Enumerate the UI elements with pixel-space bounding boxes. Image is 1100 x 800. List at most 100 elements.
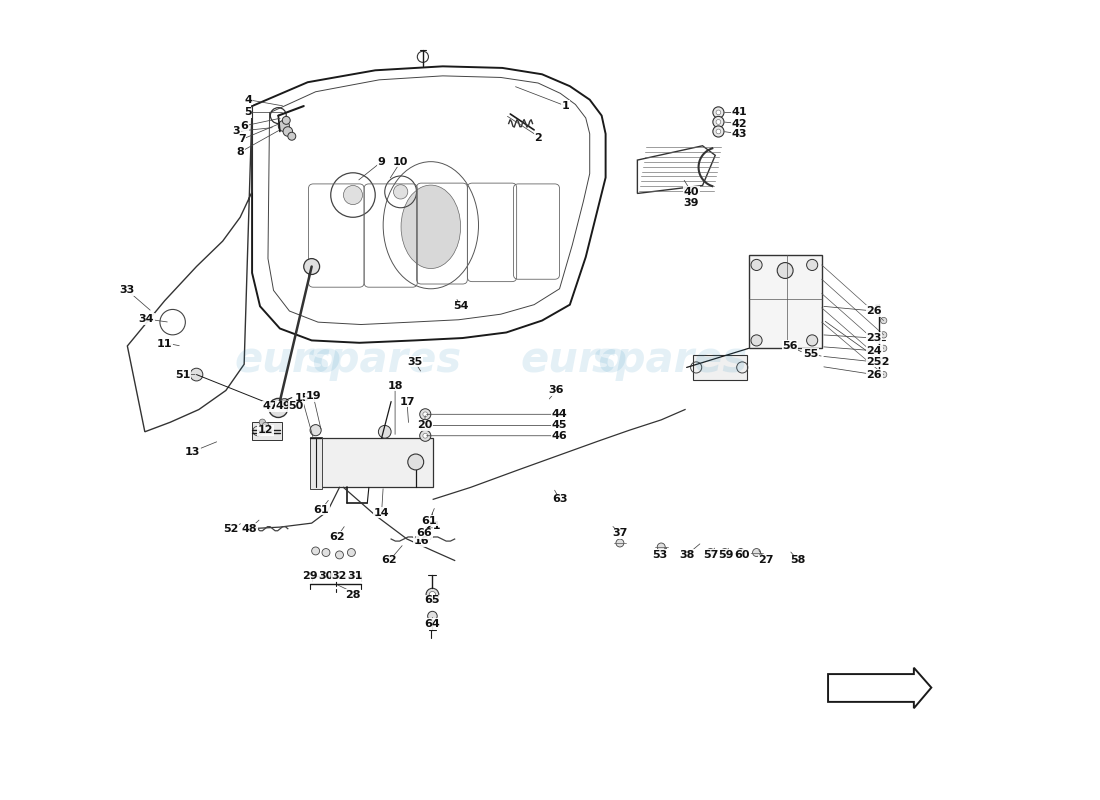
Circle shape — [310, 425, 321, 436]
Circle shape — [394, 185, 408, 199]
Text: 21: 21 — [425, 521, 440, 530]
Text: 37: 37 — [613, 529, 628, 538]
Text: 28: 28 — [345, 590, 361, 600]
Text: 17: 17 — [399, 397, 415, 406]
Text: 40: 40 — [684, 187, 700, 197]
Text: 62: 62 — [382, 555, 397, 566]
Circle shape — [268, 398, 288, 418]
Circle shape — [343, 186, 363, 205]
Text: 18: 18 — [387, 381, 403, 390]
Text: 1: 1 — [562, 101, 570, 111]
Text: 25: 25 — [867, 357, 882, 367]
Circle shape — [751, 335, 762, 346]
Circle shape — [304, 258, 320, 274]
Circle shape — [420, 409, 431, 420]
Text: 53: 53 — [652, 550, 668, 560]
Circle shape — [378, 426, 392, 438]
Text: 5: 5 — [244, 107, 252, 118]
Text: 15: 15 — [295, 394, 310, 403]
Text: spares: spares — [591, 339, 747, 382]
Circle shape — [263, 422, 268, 429]
Text: 56: 56 — [782, 341, 797, 351]
Text: 47: 47 — [263, 402, 278, 411]
Text: 49: 49 — [276, 402, 292, 411]
Circle shape — [751, 259, 762, 270]
Text: 29: 29 — [302, 571, 318, 582]
Circle shape — [420, 420, 431, 431]
Text: 45: 45 — [552, 421, 568, 430]
Text: 31: 31 — [348, 571, 363, 582]
Text: spares: spares — [305, 339, 461, 382]
Bar — [693, 354, 747, 380]
Circle shape — [429, 591, 436, 598]
Text: 55: 55 — [803, 349, 818, 359]
Text: 32: 32 — [332, 571, 348, 582]
Circle shape — [713, 107, 724, 118]
Circle shape — [280, 398, 288, 406]
Circle shape — [880, 318, 887, 324]
Text: euro: euro — [234, 339, 341, 382]
Circle shape — [428, 611, 437, 621]
Bar — [316, 438, 433, 487]
Circle shape — [408, 454, 424, 470]
Circle shape — [260, 419, 265, 426]
Text: 58: 58 — [790, 555, 805, 566]
Circle shape — [716, 119, 720, 124]
Circle shape — [422, 412, 428, 417]
Text: 59: 59 — [718, 550, 734, 560]
Circle shape — [880, 371, 887, 378]
Text: 57: 57 — [703, 550, 718, 560]
Text: 19: 19 — [306, 391, 321, 401]
Circle shape — [311, 547, 320, 555]
Text: 26: 26 — [867, 370, 882, 379]
Text: 27: 27 — [758, 555, 773, 566]
Text: 13: 13 — [185, 446, 200, 457]
Text: 4: 4 — [244, 94, 252, 105]
Text: 66: 66 — [417, 529, 432, 538]
Circle shape — [422, 423, 428, 428]
Text: 60: 60 — [735, 550, 750, 560]
Text: 61: 61 — [421, 516, 437, 526]
Text: 48: 48 — [242, 524, 257, 534]
Circle shape — [336, 551, 343, 559]
Text: 26: 26 — [867, 306, 882, 316]
Circle shape — [713, 116, 724, 127]
Circle shape — [322, 549, 330, 557]
Circle shape — [713, 126, 724, 137]
Text: 63: 63 — [552, 494, 568, 504]
Text: 38: 38 — [679, 550, 694, 560]
Text: 39: 39 — [684, 198, 700, 208]
Text: 51: 51 — [175, 370, 190, 379]
Text: 46: 46 — [552, 430, 568, 441]
Bar — [749, 254, 822, 348]
Text: 12: 12 — [257, 425, 273, 435]
Text: 42: 42 — [732, 118, 747, 129]
Text: 44: 44 — [552, 410, 568, 419]
Circle shape — [806, 335, 817, 346]
Circle shape — [880, 345, 887, 351]
Text: 33: 33 — [120, 286, 135, 295]
Circle shape — [278, 120, 289, 131]
Circle shape — [658, 543, 666, 551]
Text: 24: 24 — [867, 346, 882, 356]
Text: 36: 36 — [549, 386, 564, 395]
Circle shape — [778, 262, 793, 278]
Text: 64: 64 — [425, 619, 440, 629]
Text: 8: 8 — [236, 147, 244, 157]
Circle shape — [716, 110, 720, 114]
Circle shape — [190, 368, 202, 381]
Text: 34: 34 — [139, 314, 154, 324]
Text: 2: 2 — [535, 133, 542, 143]
Text: 11: 11 — [157, 339, 173, 350]
Text: 20: 20 — [417, 421, 432, 430]
Text: 14: 14 — [374, 508, 389, 518]
Text: 7: 7 — [238, 134, 245, 145]
Text: 65: 65 — [425, 595, 440, 605]
Circle shape — [616, 539, 624, 547]
Circle shape — [426, 588, 439, 601]
Circle shape — [706, 549, 715, 557]
Text: 52: 52 — [223, 524, 239, 534]
Text: 6: 6 — [240, 121, 249, 131]
Text: 9: 9 — [377, 157, 385, 166]
Bar — [252, 422, 283, 440]
